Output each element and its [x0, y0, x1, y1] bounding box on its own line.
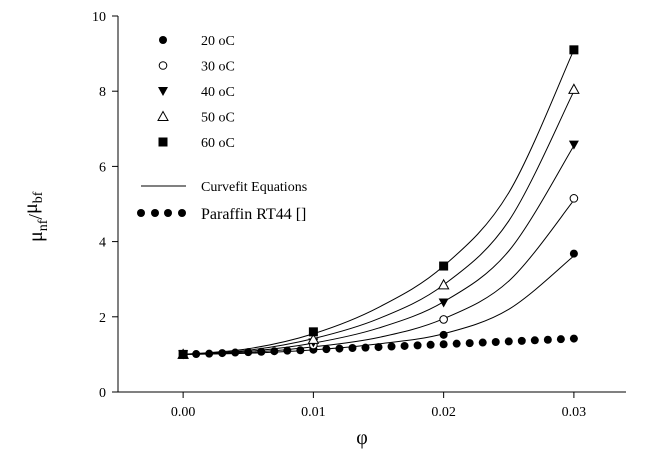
- reference-point: [478, 338, 487, 347]
- reference-point: [335, 344, 344, 353]
- legend-label-1: 20 oC: [201, 34, 235, 49]
- reference-point: [400, 341, 409, 350]
- legend-marker-2: [158, 61, 168, 70]
- x-tick-label: 0.03: [562, 405, 587, 420]
- reference-point: [569, 334, 578, 343]
- legend-label-reference: Paraffin RT44 []: [201, 206, 306, 223]
- reference-point: [374, 343, 383, 352]
- axes: 0 2 4 6 8 10 0.00 0.01 0.02 0.03: [92, 10, 626, 420]
- reference-point: [556, 335, 565, 344]
- x-tick-label: 0.00: [171, 405, 196, 420]
- y-axis-label: μnf/μbf: [20, 191, 51, 242]
- data-point-series-4: [437, 278, 450, 290]
- y-tick-label: 8: [99, 85, 106, 100]
- legend-label-curvefit: Curvefit Equations: [201, 180, 307, 195]
- data-point-series-1: [569, 249, 578, 258]
- data-points: [177, 45, 580, 360]
- data-point-series-5: [178, 349, 188, 359]
- reference-point: [348, 344, 357, 353]
- legend-reference-marker: [178, 209, 186, 217]
- legend-label-2: 30 oC: [201, 60, 235, 75]
- legend-marker-4: [157, 110, 169, 121]
- curvefit-line-2: [183, 199, 575, 355]
- data-point-series-5: [439, 261, 449, 271]
- reference-point: [283, 346, 292, 355]
- reference-point: [192, 350, 201, 359]
- data-point-series-5: [308, 327, 318, 337]
- reference-point: [491, 337, 500, 346]
- reference-point: [413, 341, 422, 350]
- y-tick-label: 10: [92, 10, 106, 25]
- data-point-series-1: [439, 330, 448, 339]
- reference-point: [296, 346, 305, 355]
- reference-point: [322, 345, 331, 354]
- reference-point: [543, 335, 552, 344]
- reference-point: [231, 348, 240, 357]
- reference-point: [387, 342, 396, 351]
- reference-point: [244, 348, 253, 357]
- data-point-series-3: [438, 298, 449, 308]
- legend-marker-5: [158, 137, 168, 147]
- reference-point: [361, 343, 370, 352]
- curvefit-lines: [183, 49, 575, 355]
- legend-marker-3: [158, 87, 168, 96]
- legend-reference-marker: [151, 209, 159, 217]
- reference-point: [257, 347, 266, 356]
- reference-point: [205, 349, 214, 358]
- reference-point: [218, 349, 227, 358]
- legend-label-5: 60 oC: [201, 136, 235, 151]
- reference-point: [530, 336, 539, 345]
- data-point-series-4: [307, 333, 320, 344]
- data-point-series-2: [439, 315, 448, 324]
- reference-point: [426, 340, 435, 349]
- legend-label-3: 40 oC: [201, 85, 235, 100]
- legend-reference-marker: [137, 209, 145, 217]
- legend-marker-1: [159, 36, 167, 44]
- y-tick-label: 2: [99, 311, 106, 326]
- x-tick-label: 0.02: [431, 405, 456, 420]
- y-axis-label-part: nf: [36, 219, 51, 231]
- reference-point: [452, 339, 461, 348]
- reference-series: [179, 334, 578, 359]
- data-point-series-4: [568, 83, 580, 94]
- reference-point: [504, 337, 513, 346]
- y-axis-label-part: μ: [25, 231, 47, 242]
- curvefit-line-5: [183, 49, 575, 355]
- y-tick-label: 0: [99, 386, 106, 401]
- y-axis-label-part: bf: [31, 191, 46, 203]
- curvefit-line-1: [183, 255, 575, 355]
- data-point-series-2: [569, 194, 579, 203]
- legend: 20 oC 30 oC 40 oC 50 oC 60 oC Curvefit Equati…: [137, 34, 307, 223]
- legend-reference-marker: [164, 209, 172, 217]
- y-tick-label: 4: [99, 236, 106, 251]
- data-point-series-5: [569, 45, 579, 55]
- reference-point: [465, 339, 474, 348]
- x-axis-label: φ: [356, 427, 368, 449]
- reference-point: [517, 336, 526, 345]
- data-point-series-3: [568, 140, 579, 150]
- curvefit-line-3: [183, 145, 575, 355]
- legend-label-4: 50 oC: [201, 111, 235, 126]
- y-tick-label: 6: [99, 160, 106, 175]
- x-tick-label: 0.01: [301, 405, 326, 420]
- y-axis-label-part: μ: [20, 203, 42, 214]
- reference-point: [439, 340, 448, 349]
- y-axis-label-part: /: [25, 214, 47, 220]
- reference-point: [270, 347, 279, 356]
